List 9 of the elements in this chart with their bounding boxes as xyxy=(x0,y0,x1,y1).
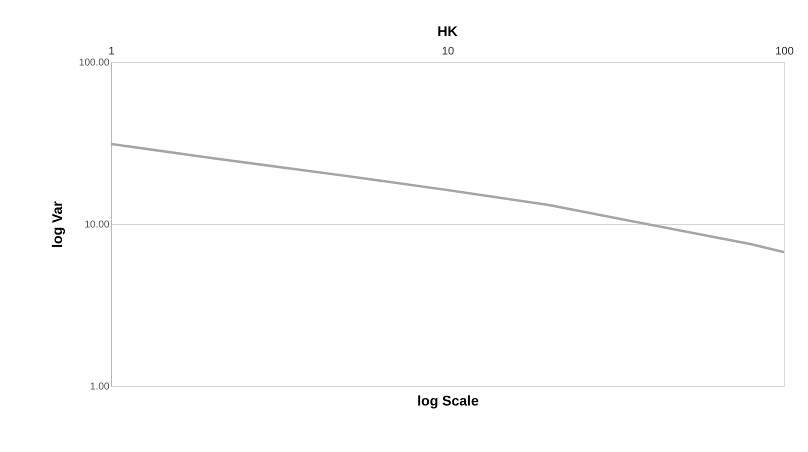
y-axis-title: log Var xyxy=(48,200,65,248)
x-tick-label: 1 xyxy=(108,46,115,58)
x-tick-label: 100 xyxy=(775,46,794,58)
x-axis-title: log Scale xyxy=(417,392,479,408)
y-tick-label: 10.00 xyxy=(84,220,110,230)
x-tick-label: 10 xyxy=(442,46,454,58)
y-tick-label: 1.00 xyxy=(90,382,110,392)
chart-title: HK xyxy=(437,23,458,39)
y-tick-label: 100.00 xyxy=(78,58,110,68)
